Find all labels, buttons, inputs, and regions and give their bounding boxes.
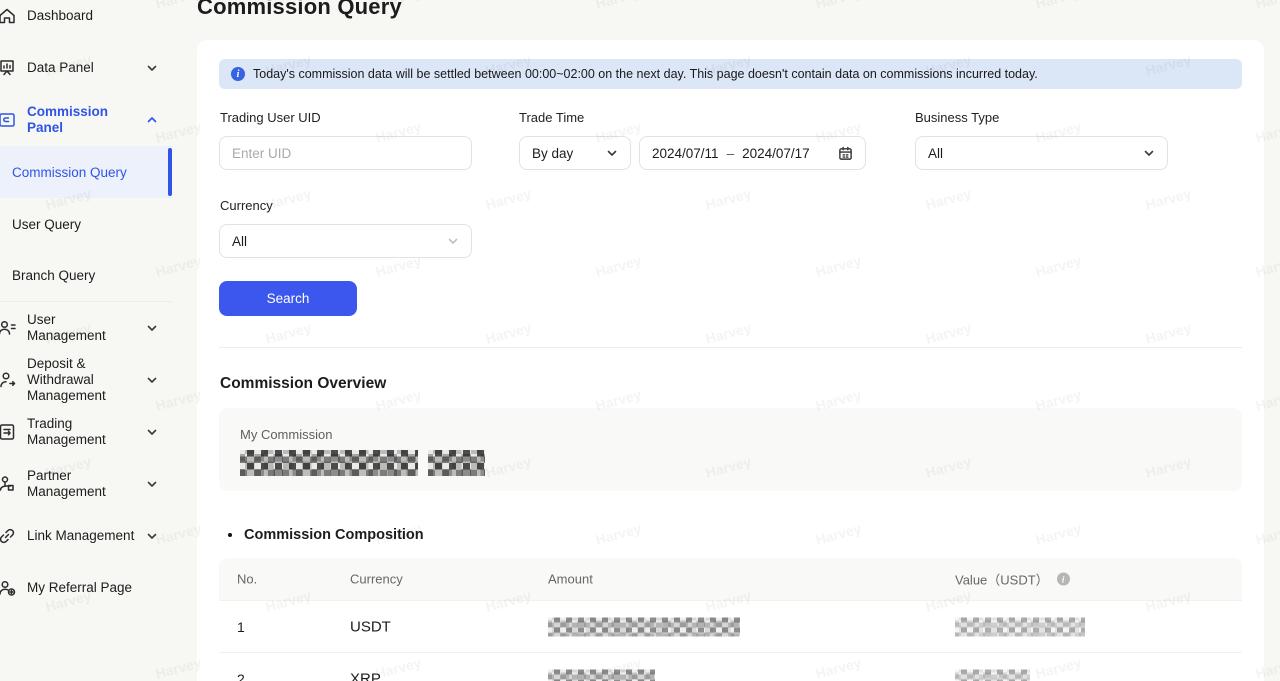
- currency-label: Currency: [220, 198, 273, 213]
- deposit-withdrawal-icon: [0, 370, 17, 390]
- cell-currency: USDT: [350, 618, 391, 635]
- commission-overview-heading: Commission Overview: [220, 375, 387, 392]
- cell-no: 1: [237, 618, 245, 635]
- my-commission-label: My Commission: [240, 427, 333, 442]
- uid-label: Trading User UID: [220, 110, 321, 125]
- sidebar-item-trading-management[interactable]: Trading Management: [0, 406, 172, 458]
- cell-no: 2: [237, 670, 245, 681]
- col-no: No.: [237, 571, 258, 587]
- date-end: 2024/07/17: [742, 145, 810, 161]
- currency-select[interactable]: All: [219, 224, 472, 258]
- sidebar-item-label: Branch Query: [12, 268, 96, 283]
- sidebar-item-label: My Referral Page: [27, 580, 133, 595]
- sidebar-item-label: Deposit & Withdrawal Management: [27, 356, 106, 403]
- granularity-value: By day: [532, 145, 574, 161]
- col-value: Value（USDT） i: [955, 570, 1070, 589]
- sidebar: Dashboard Data Panel Commission Panel Co…: [0, 0, 172, 671]
- date-start: 2024/07/11: [652, 145, 719, 161]
- sidebar-item-commission-panel[interactable]: Commission Panel: [0, 94, 172, 146]
- user-management-icon: [0, 318, 17, 338]
- currency-value: All: [232, 233, 248, 249]
- info-banner: i Today's commission data will be settle…: [219, 59, 1242, 89]
- sidebar-item-label: Link Management: [27, 528, 135, 543]
- banner-text: Today's commission data will be settled …: [253, 67, 1038, 81]
- chevron-down-icon: [1143, 147, 1155, 159]
- calendar-icon: [838, 146, 853, 161]
- section-divider: [219, 347, 1242, 348]
- chevron-down-icon: [146, 426, 158, 438]
- sidebar-item-data-panel[interactable]: Data Panel: [0, 42, 172, 94]
- business-type-select[interactable]: All: [915, 136, 1168, 170]
- referral-page-icon: [0, 578, 17, 598]
- sidebar-item-user-query[interactable]: User Query: [0, 198, 172, 250]
- bullet-icon: [228, 533, 232, 537]
- watermark: Harvey: [1034, 0, 1083, 12]
- chevron-down-icon: [447, 235, 459, 247]
- sidebar-item-commission-query[interactable]: Commission Query: [0, 146, 172, 198]
- cell-amount-redacted: [548, 669, 655, 681]
- watermark: Harvey: [594, 0, 643, 12]
- watermark: Harvey: [1254, 0, 1280, 12]
- chevron-down-icon: [606, 147, 618, 159]
- sidebar-item-label: Commission Panel: [27, 104, 109, 135]
- sidebar-item-label: Partner Management: [27, 468, 106, 499]
- trading-management-icon: [0, 422, 17, 442]
- cell-amount-redacted: [548, 617, 740, 636]
- link-management-icon: [0, 526, 17, 546]
- trade-time-label: Trade Time: [519, 110, 585, 125]
- data-panel-icon: [0, 58, 17, 78]
- my-commission-value-redacted: [240, 450, 1221, 476]
- sidebar-item-label: User Management: [27, 312, 106, 343]
- date-range-picker[interactable]: 2024/07/11 – 2024/07/17: [639, 136, 866, 170]
- value-info-icon[interactable]: i: [1056, 572, 1070, 586]
- granularity-select[interactable]: By day: [519, 136, 631, 170]
- sidebar-item-dashboard[interactable]: Dashboard: [0, 0, 172, 42]
- chevron-down-icon: [146, 530, 158, 542]
- date-separator: –: [726, 145, 735, 161]
- chevron-down-icon: [146, 374, 158, 386]
- chevron-down-icon: [146, 478, 158, 490]
- cell-currency: XRP: [350, 670, 381, 681]
- sidebar-item-label: Commission Query: [12, 164, 127, 180]
- sidebar-item-label: User Query: [12, 216, 82, 232]
- sidebar-item-link-management[interactable]: Link Management: [0, 510, 172, 562]
- page-title: Commission Query: [197, 0, 402, 19]
- sidebar-item-deposit-withdrawal[interactable]: Deposit & Withdrawal Management: [0, 354, 172, 406]
- sidebar-item-partner-management[interactable]: Partner Management: [0, 458, 172, 510]
- my-commission-card: My Commission: [219, 408, 1242, 491]
- commission-panel-icon: [0, 110, 17, 130]
- commission-composition-heading: Commission Composition: [228, 527, 424, 543]
- table-row: 1 USDT: [219, 600, 1242, 652]
- watermark: Harvey: [814, 0, 863, 12]
- uid-input[interactable]: [219, 136, 472, 170]
- search-button[interactable]: Search: [219, 281, 357, 316]
- sidebar-item-my-referral-page[interactable]: My Referral Page: [0, 562, 172, 614]
- business-type-label: Business Type: [915, 110, 1000, 125]
- cell-value-redacted: [955, 669, 1030, 681]
- sidebar-item-label: Dashboard: [27, 8, 94, 23]
- partner-management-icon: [0, 474, 17, 494]
- content-card: i Today's commission data will be settle…: [197, 40, 1264, 681]
- table-row: 2 XRP: [219, 652, 1242, 681]
- business-type-value: All: [928, 145, 944, 161]
- home-icon: [0, 6, 17, 26]
- chevron-down-icon: [146, 62, 158, 74]
- sidebar-item-user-management[interactable]: User Management: [0, 302, 172, 354]
- chevron-up-icon: [146, 114, 158, 126]
- sidebar-item-label: Trading Management: [27, 416, 106, 447]
- sidebar-item-label: Data Panel: [27, 60, 94, 75]
- chevron-down-icon: [146, 322, 158, 334]
- col-amount: Amount: [548, 571, 593, 587]
- sidebar-item-branch-query[interactable]: Branch Query: [0, 250, 172, 302]
- info-icon: i: [231, 67, 245, 81]
- col-currency: Currency: [350, 571, 403, 587]
- table-header-row: No. Currency Amount Value（USDT） i: [219, 558, 1242, 600]
- cell-value-redacted: [955, 617, 1085, 636]
- commission-composition-table: No. Currency Amount Value（USDT） i 1 USDT…: [219, 558, 1242, 681]
